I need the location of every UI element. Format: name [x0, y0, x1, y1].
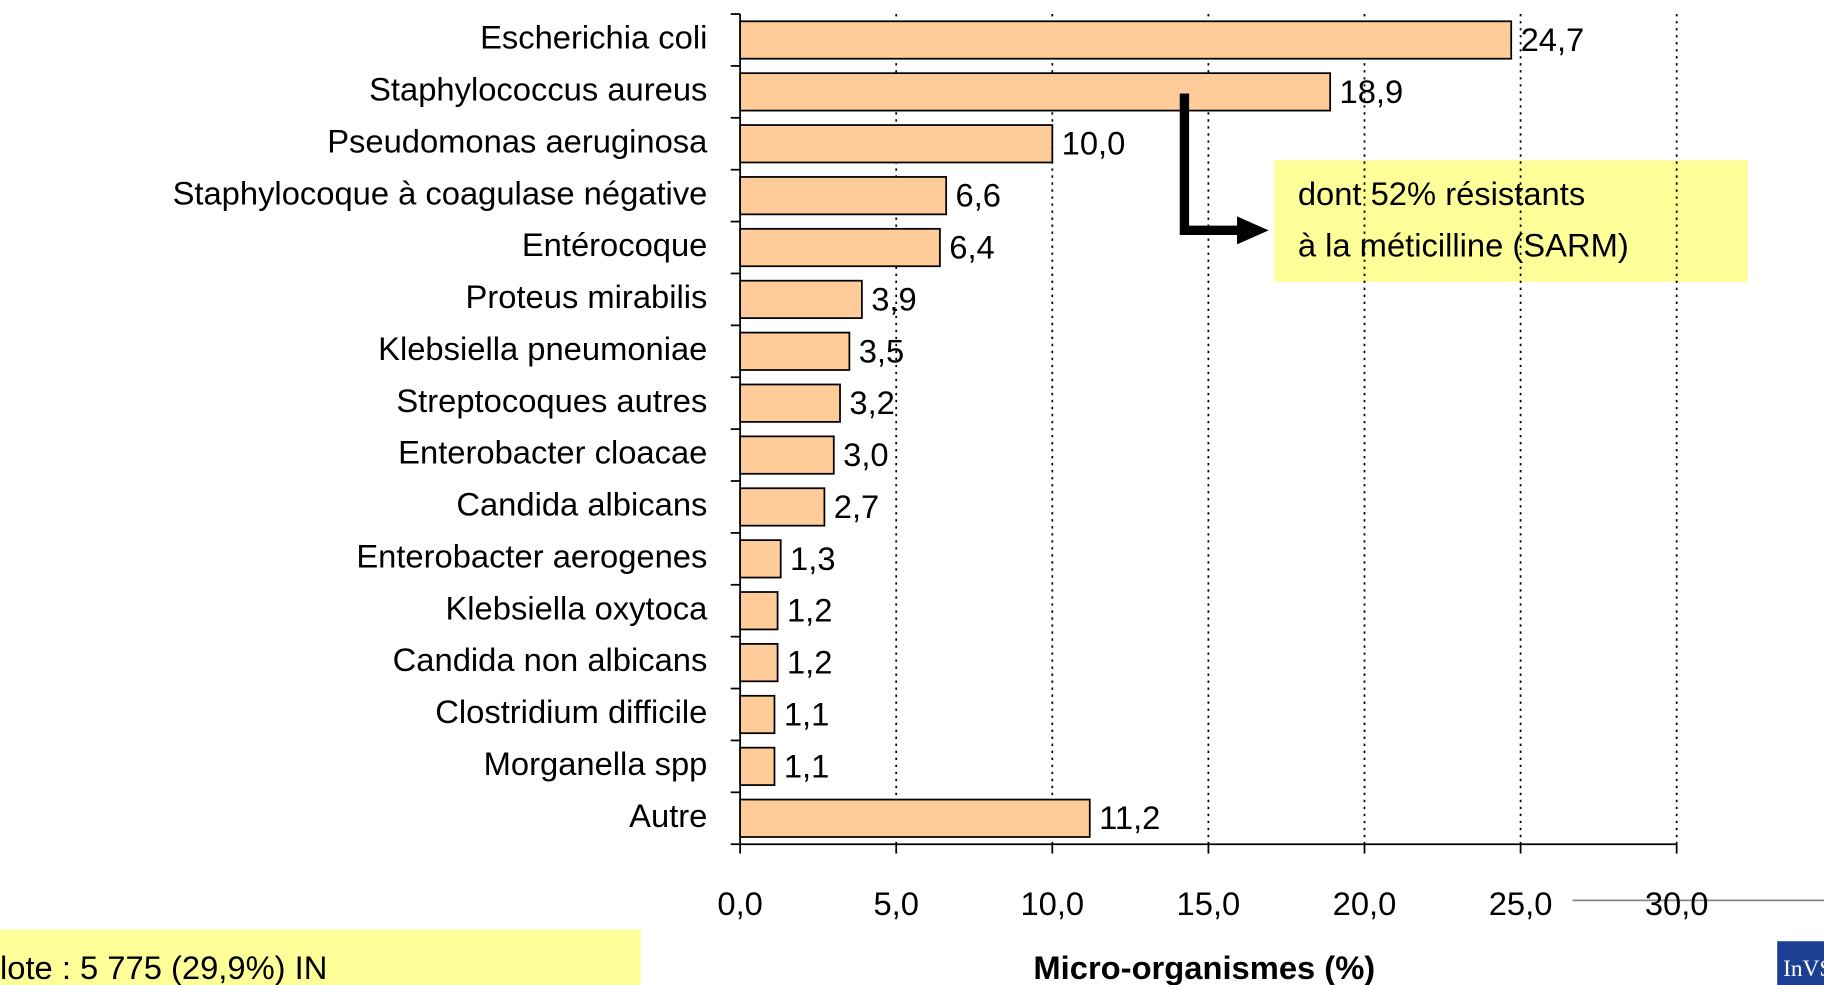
value-label: 6,4 [949, 229, 994, 266]
y-tick-label: Staphylococcus aureus [369, 71, 707, 108]
note-box [0, 929, 641, 985]
note: lote : 5 775 (29,9%) IN [0, 949, 327, 985]
value-label: 1,1 [784, 695, 829, 732]
y-tick-label: Proteus mirabilis [466, 278, 708, 315]
bar [739, 227, 941, 268]
y-tick-label: Pseudomonas aeruginosa [327, 122, 708, 159]
value-label: 3,5 [859, 332, 904, 369]
x-axis-title: Micro-organismes (%) [1033, 949, 1375, 985]
y-tick-label: Candida albicans [456, 486, 707, 523]
value-label: 10,0 [1062, 125, 1126, 162]
y-tick-label: Enterobacter cloacae [398, 434, 707, 471]
y-tick-label: Klebsiella oxytoca [445, 589, 708, 626]
arrow-line [1179, 93, 1240, 236]
y-tick-label: Staphylocoque à coagulase négative [173, 174, 708, 211]
bar [739, 20, 1513, 60]
value-label: 1,2 [787, 644, 832, 681]
value-label: 18,9 [1340, 73, 1404, 110]
x-tick-label: 0,0 [717, 885, 762, 922]
x-tick-label: 30,0 [1645, 885, 1709, 922]
x-tick-label: 10,0 [1020, 885, 1084, 922]
bar [739, 798, 1091, 838]
logo-box [1777, 941, 1824, 985]
bar [739, 72, 1332, 112]
bar [739, 591, 779, 631]
value-label: 6,6 [956, 177, 1001, 214]
annotation-box [1274, 160, 1748, 282]
value-label: 3,9 [871, 280, 916, 317]
value-label: 1,2 [787, 592, 832, 629]
bar [739, 643, 779, 683]
y-tick-label: Clostridium difficile [435, 693, 707, 730]
value-label: 11,2 [1099, 799, 1160, 836]
bar [739, 124, 1054, 164]
bar [739, 539, 782, 579]
y-tick-label: Escherichia coli [480, 19, 707, 56]
y-tick-label: Morganella spp [484, 745, 708, 782]
x-tick-label: 25,0 [1489, 885, 1553, 922]
bar [739, 435, 835, 475]
value-label: 2,7 [834, 488, 879, 525]
value-label: 1,3 [790, 540, 835, 577]
plot: 0,0 5,0 10,0 15,0 20,0 25,0 30,0 Escherichia co… [173, 13, 1709, 922]
arrow-head [1237, 216, 1269, 245]
bar [739, 176, 948, 216]
bar [739, 331, 851, 371]
logo: InVS [1783, 956, 1824, 982]
y-tick-label: Streptocoques autres [396, 382, 707, 419]
bar [739, 746, 776, 786]
x-tick-label: 15,0 [1177, 885, 1241, 922]
y-tick-label: Autre [629, 797, 707, 834]
y-tick-label: Entérocoque [522, 226, 708, 263]
x-tick-label: 20,0 [1333, 885, 1397, 922]
y-tick-label: Candida non albicans [393, 641, 708, 678]
annotation-line: à la méticilline (SARM) [1298, 227, 1629, 264]
y-tick-label: Klebsiella pneumoniae [378, 330, 707, 367]
annotation-line: dont 52% résistants [1298, 175, 1585, 212]
value-label: 24,7 [1521, 21, 1585, 58]
arrow [1179, 93, 1269, 245]
bar [739, 383, 841, 423]
bar [739, 487, 826, 527]
value-label: 3,2 [849, 384, 894, 421]
x-tick-label: 5,0 [873, 885, 918, 922]
value-label: 1,1 [784, 747, 829, 784]
bar [739, 694, 776, 735]
bar [739, 279, 863, 320]
y-tick-label: Enterobacter aerogenes [356, 537, 707, 574]
value-label: 3,0 [843, 436, 888, 473]
